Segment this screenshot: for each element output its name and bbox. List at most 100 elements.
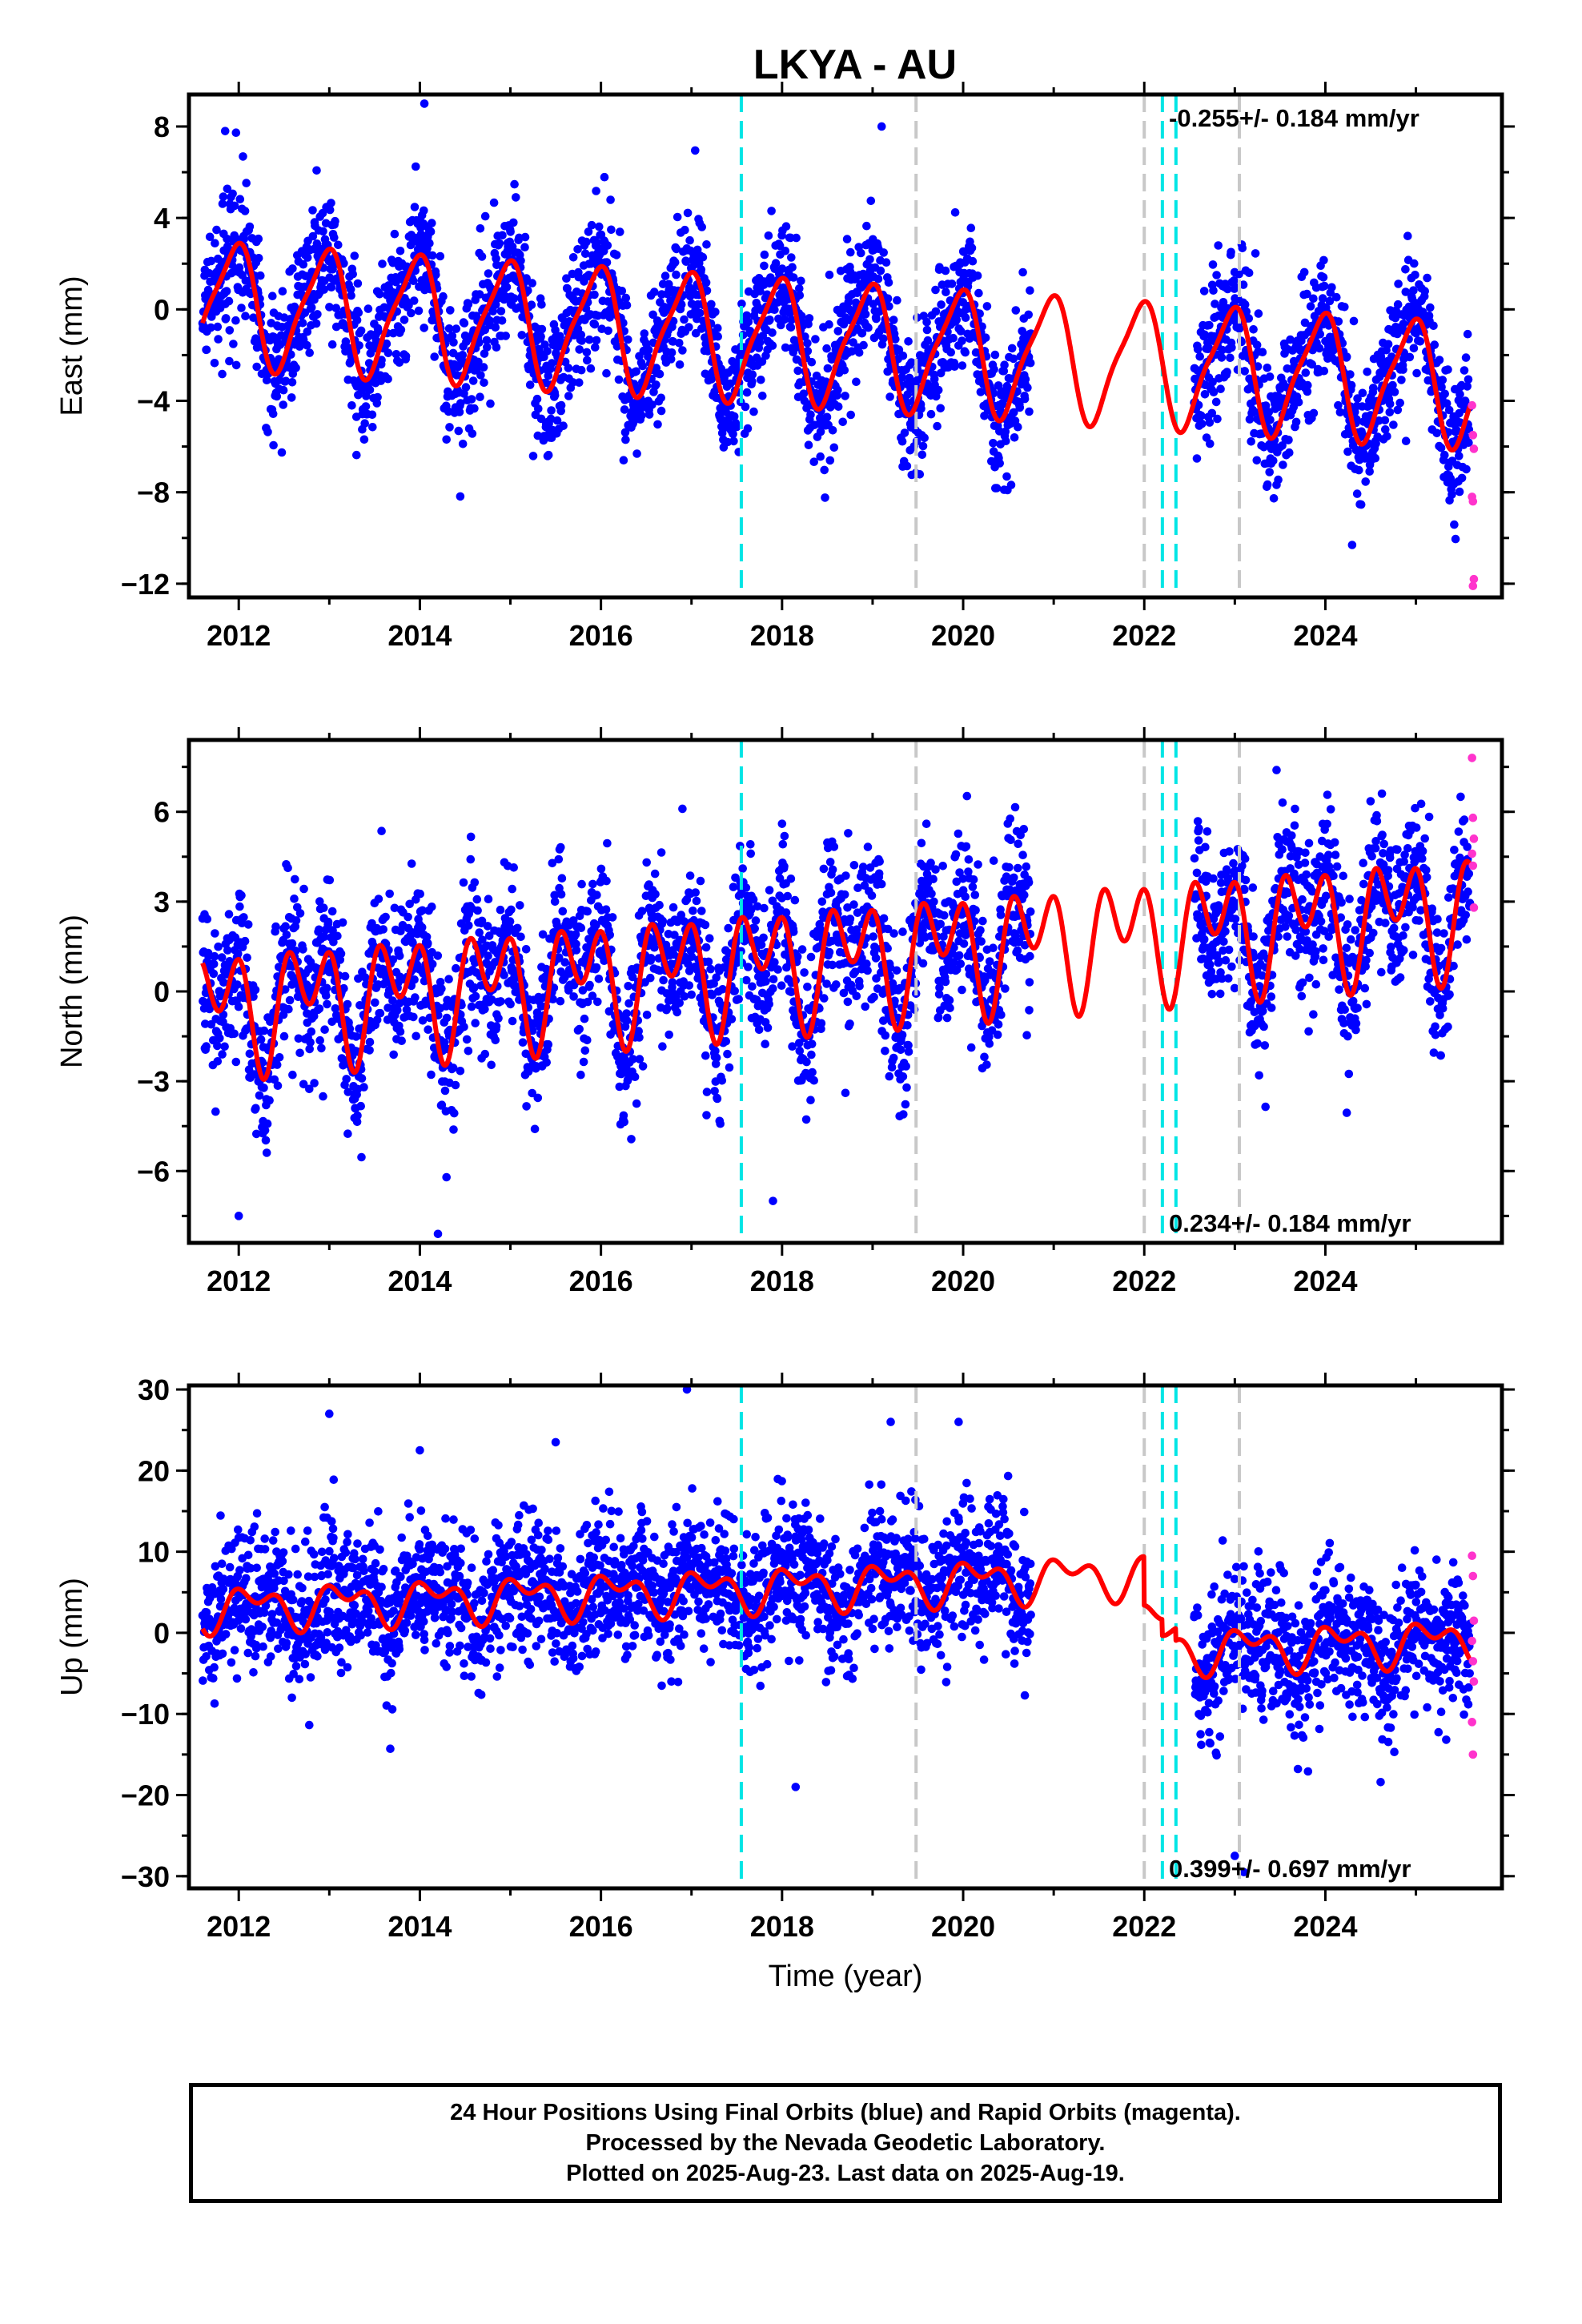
final-orbit-point <box>704 957 713 967</box>
final-orbit-point <box>1235 324 1244 333</box>
final-orbit-point <box>1440 389 1449 399</box>
final-orbit-point <box>1309 408 1319 418</box>
final-orbit-point <box>556 332 564 341</box>
final-orbit-point <box>879 248 888 257</box>
final-orbit-point <box>575 345 584 354</box>
final-orbit-point <box>829 443 839 452</box>
final-orbit-point <box>787 253 796 262</box>
final-orbit-point <box>971 348 981 357</box>
final-orbit-point <box>537 300 546 309</box>
final-orbit-point <box>652 380 661 389</box>
final-orbit-point <box>295 1048 304 1058</box>
final-orbit-point <box>1240 367 1249 376</box>
final-orbit-point <box>691 328 701 338</box>
final-orbit-point <box>588 991 597 1000</box>
y-tick-label: 0 <box>154 293 170 326</box>
final-orbit-point <box>336 949 346 959</box>
final-orbit-point <box>231 360 241 370</box>
final-orbit-point <box>1451 534 1460 544</box>
final-orbit-point <box>1306 302 1315 311</box>
final-orbit-point <box>1349 316 1359 326</box>
final-orbit-point <box>430 352 439 361</box>
final-orbit-point <box>785 308 794 318</box>
final-orbit-point <box>1391 313 1400 323</box>
final-orbit-point <box>990 350 1000 360</box>
final-orbit-point <box>648 310 657 320</box>
final-orbit-point <box>204 951 213 961</box>
final-orbit-point <box>254 254 263 263</box>
final-orbit-point <box>412 1031 420 1041</box>
final-orbit-point <box>290 302 299 312</box>
final-orbit-point <box>420 99 429 108</box>
final-orbit-point <box>843 997 853 1007</box>
final-orbit-point <box>472 895 482 904</box>
final-orbit-point <box>670 258 680 267</box>
final-orbit-point <box>1291 417 1301 427</box>
final-orbit-point <box>368 423 377 432</box>
final-orbit-point <box>1380 416 1390 425</box>
final-orbit-point <box>375 290 384 299</box>
final-orbit-point <box>477 916 487 926</box>
final-orbit-point <box>803 983 812 991</box>
final-orbit-point <box>1430 340 1439 349</box>
final-orbit-point <box>575 378 584 388</box>
final-orbit-point <box>496 997 505 1006</box>
final-orbit-point <box>573 245 582 254</box>
final-orbit-point <box>495 239 504 248</box>
final-orbit-point <box>933 421 942 431</box>
final-orbit-point <box>287 939 297 948</box>
final-orbit-point <box>295 909 305 918</box>
final-orbit-point <box>456 1067 465 1076</box>
final-orbit-point <box>243 920 253 929</box>
final-orbit-point <box>795 284 804 293</box>
final-orbit-point <box>949 333 958 343</box>
final-orbit-point <box>1436 444 1446 452</box>
y-tick-label: −8 <box>137 476 170 509</box>
rapid-orbit-point <box>1468 581 1478 591</box>
final-orbit-point <box>234 949 243 959</box>
final-orbit-point <box>646 954 656 963</box>
final-orbit-point <box>492 254 500 263</box>
final-orbit-point <box>442 1172 451 1182</box>
final-orbit-point <box>950 208 960 217</box>
final-orbit-point <box>360 419 370 428</box>
final-orbit-point <box>461 383 471 392</box>
final-orbit-point <box>687 990 696 999</box>
final-orbit-point <box>345 1024 355 1033</box>
final-orbit-point <box>790 895 800 905</box>
final-orbit-point <box>897 372 906 382</box>
final-orbit-point <box>1265 468 1274 476</box>
final-orbit-point <box>449 1125 458 1134</box>
final-orbit-point <box>460 319 469 328</box>
final-orbit-point <box>233 980 242 989</box>
final-orbit-point <box>356 1101 366 1111</box>
final-orbit-point <box>806 952 816 962</box>
final-orbit-point <box>961 348 970 357</box>
final-orbit-point <box>1401 436 1411 445</box>
final-orbit-point <box>764 231 773 240</box>
final-orbit-point <box>313 310 322 319</box>
final-orbit-point <box>568 253 578 262</box>
final-orbit-point <box>470 878 480 887</box>
final-orbit-point <box>803 339 812 348</box>
final-orbit-point <box>877 122 886 131</box>
rapid-orbit-point <box>1468 400 1476 410</box>
final-orbit-point <box>210 359 219 368</box>
final-orbit-point <box>1261 401 1271 410</box>
final-orbit-point <box>1010 433 1019 442</box>
final-orbit-point <box>840 365 849 375</box>
final-orbit-point <box>256 271 265 280</box>
final-orbit-point <box>390 903 400 913</box>
final-orbit-point <box>425 239 434 248</box>
final-orbit-point <box>517 331 527 340</box>
final-orbit-point <box>228 189 237 199</box>
final-orbit-point <box>213 1041 222 1051</box>
final-orbit-point <box>697 223 706 231</box>
final-orbit-point <box>656 406 666 416</box>
final-orbit-point <box>221 314 231 323</box>
final-orbit-point <box>391 350 401 359</box>
final-orbit-point <box>344 1018 353 1027</box>
final-orbit-point <box>225 356 234 366</box>
final-orbit-point <box>1319 255 1328 265</box>
final-orbit-point <box>981 333 990 343</box>
